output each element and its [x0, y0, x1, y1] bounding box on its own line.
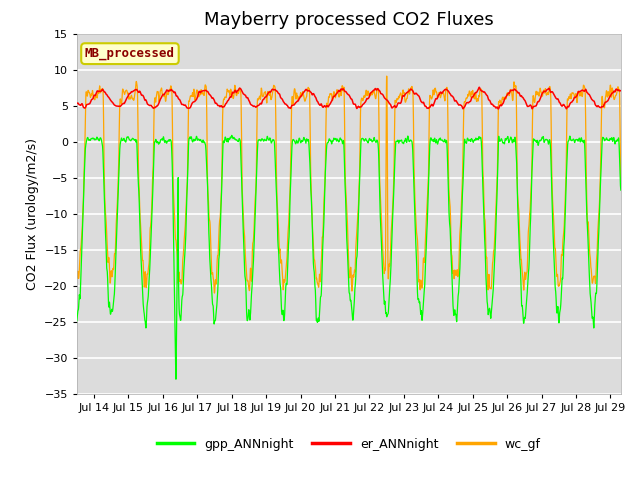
Title: Mayberry processed CO2 Fluxes: Mayberry processed CO2 Fluxes	[204, 11, 493, 29]
er_ANNnight	[607, 93, 614, 99]
gpp_ANNnight	[607, 136, 614, 142]
er_ANNnight	[135, 89, 143, 95]
wc_gf	[135, 179, 143, 185]
gpp_ANNnight	[228, 132, 236, 138]
er_ANNnight	[494, 106, 502, 112]
wc_gf	[305, 86, 313, 92]
Y-axis label: CO2 Flux (urology/m2/s): CO2 Flux (urology/m2/s)	[26, 138, 38, 289]
gpp_ANNnight	[305, 149, 313, 155]
er_ANNnight	[167, 86, 175, 92]
Line: gpp_ANNnight: gpp_ANNnight	[77, 135, 621, 379]
wc_gf	[282, 272, 289, 277]
wc_gf	[548, 173, 556, 179]
gpp_ANNnight	[172, 376, 180, 382]
Line: wc_gf: wc_gf	[77, 76, 621, 293]
er_ANNnight	[73, 101, 81, 107]
wc_gf	[211, 290, 218, 296]
Text: MB_processed: MB_processed	[85, 47, 175, 60]
gpp_ANNnight	[282, 284, 290, 290]
wc_gf	[617, 179, 625, 184]
wc_gf	[607, 82, 614, 88]
Legend: gpp_ANNnight, er_ANNnight, wc_gf: gpp_ANNnight, er_ANNnight, wc_gf	[152, 433, 546, 456]
wc_gf	[73, 275, 81, 281]
gpp_ANNnight	[548, 191, 556, 196]
er_ANNnight	[282, 101, 289, 107]
er_ANNnight	[476, 84, 483, 90]
gpp_ANNnight	[617, 187, 625, 193]
er_ANNnight	[617, 88, 625, 94]
gpp_ANNnight	[73, 318, 81, 324]
er_ANNnight	[305, 88, 313, 94]
gpp_ANNnight	[135, 189, 143, 194]
gpp_ANNnight	[167, 138, 175, 144]
wc_gf	[167, 84, 175, 90]
wc_gf	[383, 73, 390, 79]
er_ANNnight	[548, 89, 556, 95]
Line: er_ANNnight: er_ANNnight	[77, 87, 621, 109]
